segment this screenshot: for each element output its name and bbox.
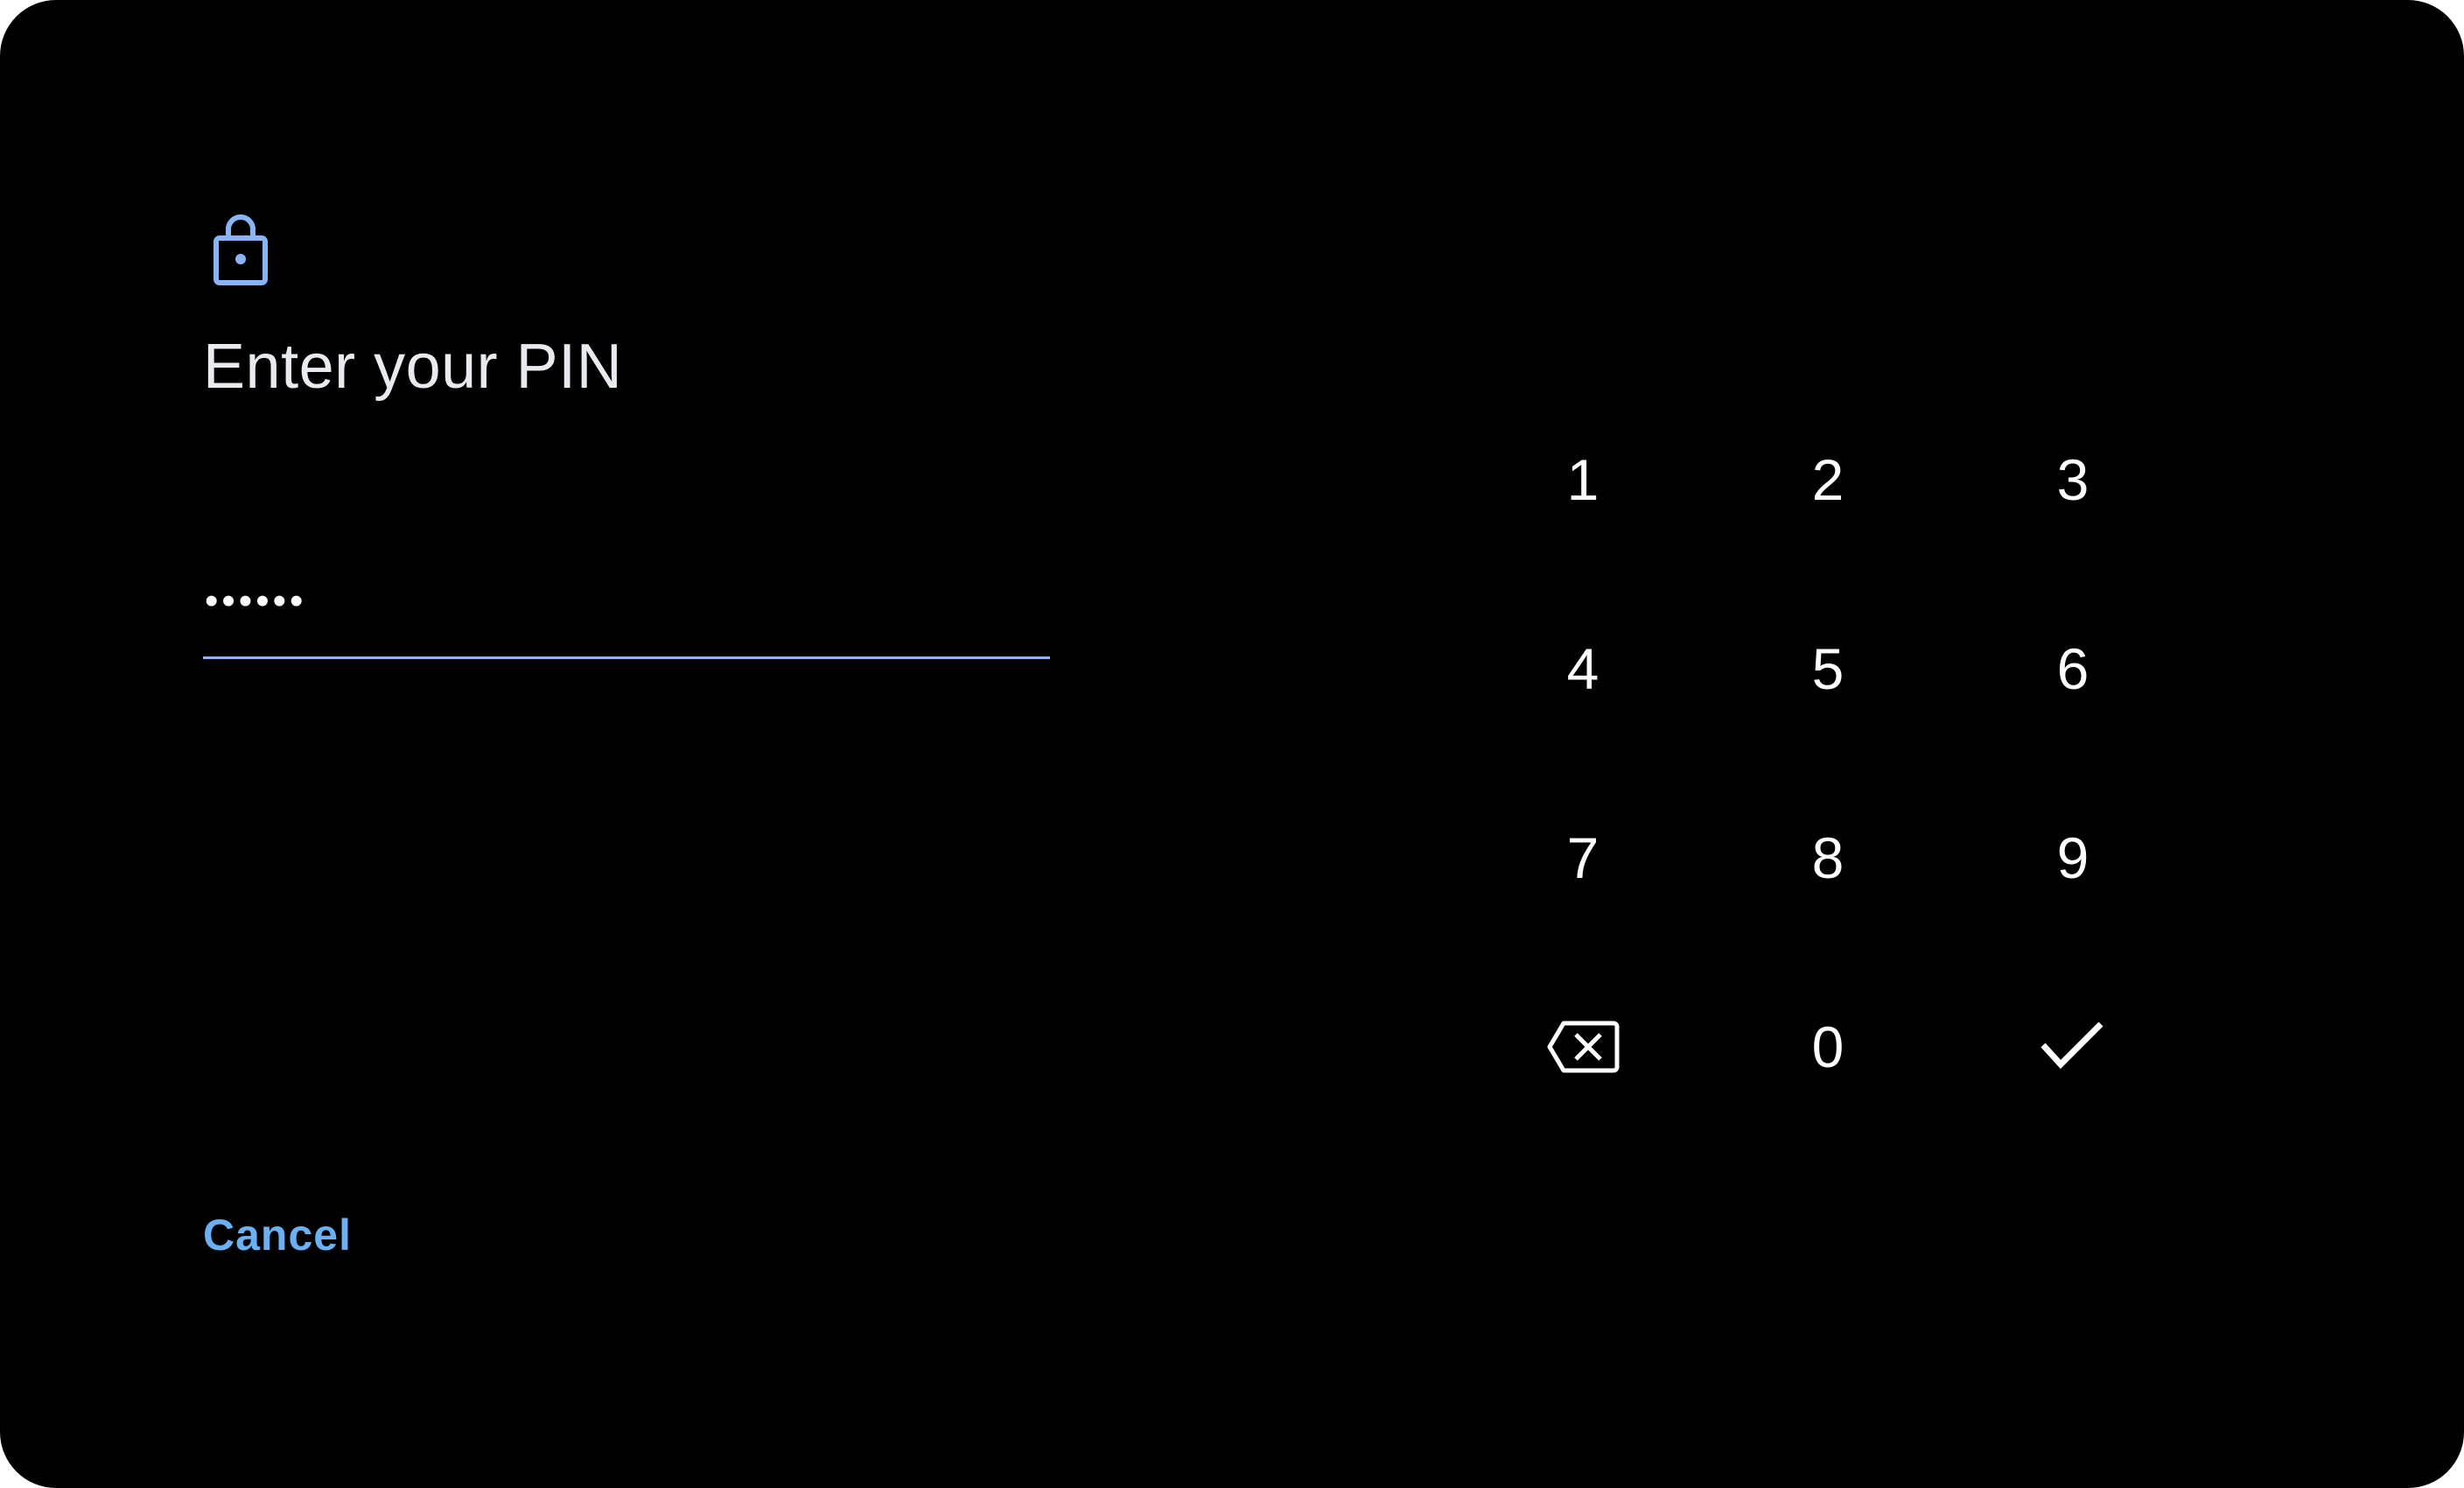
cancel-button[interactable]: Cancel bbox=[203, 1211, 352, 1260]
key-7[interactable]: 7 bbox=[1566, 825, 1600, 890]
page-title: Enter your PIN bbox=[203, 332, 623, 402]
backspace-button[interactable] bbox=[1460, 952, 1705, 1141]
key-0[interactable]: 0 bbox=[1811, 1014, 1844, 1079]
key-6[interactable]: 6 bbox=[2056, 636, 2090, 701]
keypad: 1 2 3 4 5 6 7 8 9 0 bbox=[1460, 385, 2195, 1141]
key-8[interactable]: 8 bbox=[1811, 825, 1844, 890]
pin-value: •••••• bbox=[205, 579, 307, 622]
key-3[interactable]: 3 bbox=[2056, 447, 2090, 512]
lock-icon bbox=[214, 214, 268, 285]
key-2[interactable]: 2 bbox=[1811, 447, 1844, 512]
pin-input[interactable]: •••••• bbox=[203, 569, 1050, 659]
key-5[interactable]: 5 bbox=[1811, 636, 1844, 701]
key-4[interactable]: 4 bbox=[1566, 636, 1600, 701]
check-icon bbox=[2040, 1021, 2104, 1070]
backspace-icon bbox=[1547, 1021, 1620, 1073]
key-1[interactable]: 1 bbox=[1566, 447, 1600, 512]
confirm-button[interactable] bbox=[1950, 952, 2195, 1141]
key-9[interactable]: 9 bbox=[2056, 825, 2090, 890]
